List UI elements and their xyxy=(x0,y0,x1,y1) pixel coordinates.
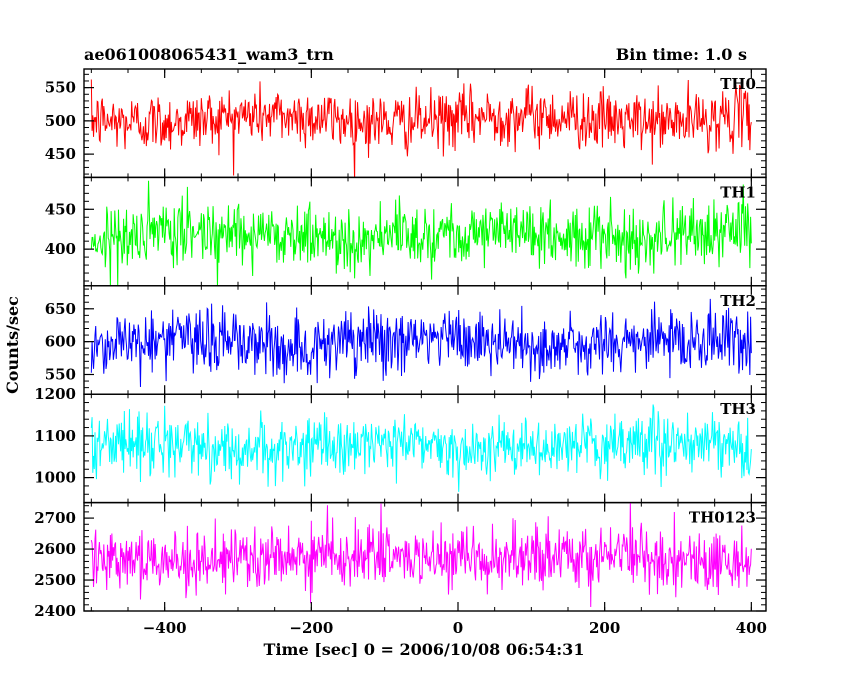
chart-title: ae061008065431_wam3_trn xyxy=(84,45,334,64)
series-th0123-line xyxy=(90,502,752,607)
series-th0-line xyxy=(90,79,752,178)
panels-group: 450 500 550 TH0 400 450 TH1 550 600 650 TH2 1000 110… xyxy=(34,68,767,620)
y-tick-label: 400 xyxy=(45,240,76,258)
panel-frame xyxy=(83,501,767,612)
x-tick-label: −400 xyxy=(143,619,187,637)
x-tick-label: 200 xyxy=(589,619,620,637)
panel-label-th3: TH3 xyxy=(720,400,756,418)
y-tick-label: 2500 xyxy=(34,571,76,589)
bin-time-label: Bin time: 1.0 s xyxy=(616,45,747,64)
x-axis-label: Time [sec] 0 = 2006/10/08 06:54:31 xyxy=(264,640,585,659)
panel-label-th2: TH2 xyxy=(720,292,756,310)
x-tick-label: 0 xyxy=(453,619,463,637)
x-axis: −400 −200 0 200 400 xyxy=(143,619,767,637)
y-tick-label: 600 xyxy=(45,333,76,351)
panel-th0123: 2400 2500 2600 2700 TH0123 xyxy=(34,501,767,620)
y-tick-label: 1100 xyxy=(34,427,76,445)
y-tick-label: 1000 xyxy=(34,469,76,487)
panel-label-th0: TH0 xyxy=(720,75,756,93)
y-tick-label: 2700 xyxy=(34,509,76,527)
y-tick-label: 650 xyxy=(45,300,76,318)
panel-frame xyxy=(83,176,767,287)
y-tick-label: 2400 xyxy=(34,602,76,620)
panel-th3: 1000 1100 1200 TH3 xyxy=(34,385,767,504)
x-tick-label: 400 xyxy=(736,619,767,637)
y-tick-label: 500 xyxy=(45,112,76,130)
y-tick-label: 2600 xyxy=(34,540,76,558)
series-th3-line xyxy=(90,404,752,492)
y-tick-label: 550 xyxy=(45,79,76,97)
panel-th0: 450 500 550 TH0 xyxy=(45,68,767,179)
y-tick-label: 1200 xyxy=(34,385,76,403)
y-tick-label: 550 xyxy=(45,365,76,383)
series-th2-line xyxy=(90,298,752,387)
panel-label-th0123: TH0123 xyxy=(689,509,756,527)
y-axis-label: Counts/sec xyxy=(3,296,22,394)
panel-th1: 400 450 TH1 xyxy=(45,176,767,287)
x-tick-label: −200 xyxy=(289,619,333,637)
series-th1-line xyxy=(90,180,752,286)
panel-th2: 550 600 650 TH2 xyxy=(45,285,767,395)
y-tick-label: 450 xyxy=(45,145,76,163)
y-tick-label: 450 xyxy=(45,200,76,218)
panel-label-th1: TH1 xyxy=(720,183,756,201)
